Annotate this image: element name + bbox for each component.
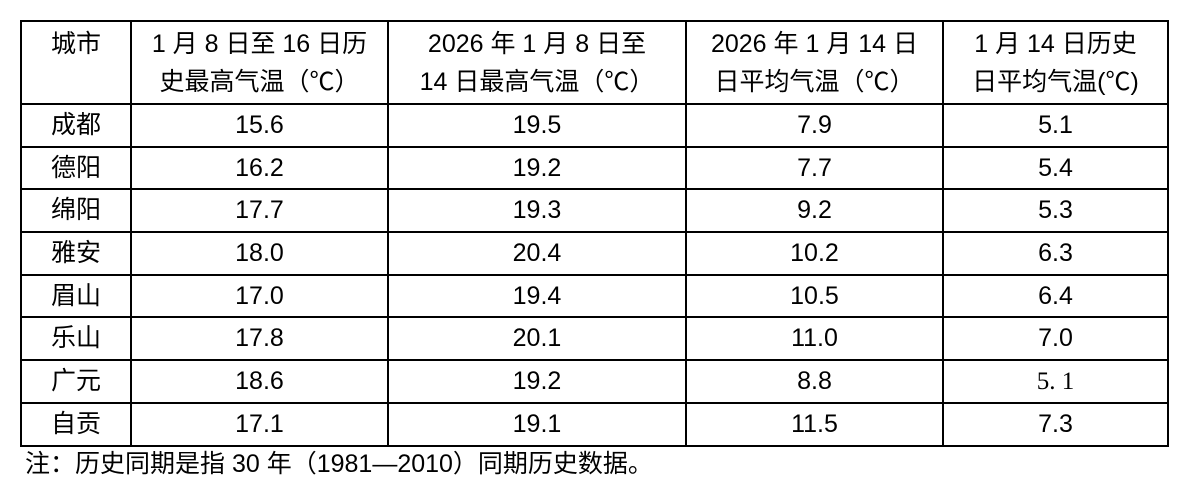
value-cell: 7.3 [942,401,1169,447]
table-row-yaan: 雅安 18.0 20.4 10.2 6.3 [20,231,1169,276]
value-cell: 5.3 [942,188,1169,234]
value-cell: 17.0 [130,273,389,319]
value-cell: 19.2 [387,145,687,191]
value-cell: 7.9 [685,103,944,148]
value-cell: 11.5 [685,401,944,447]
value-cell: 19.1 [387,401,687,447]
city-cell: 自贡 [20,401,132,447]
city-cell: 乐山 [20,316,132,362]
column-header-city: 城市 [20,20,132,105]
value-cell: 18.6 [130,359,389,404]
value-cell: 20.4 [387,231,687,276]
value-cell: 5.1 [942,103,1169,148]
city-cell: 绵阳 [20,188,132,234]
value-cell: 9.2 [685,188,944,234]
value-cell: 17.8 [130,316,389,362]
city-cell: 广元 [20,359,132,404]
column-header-2026-daily-avg: 2026 年 1 月 14 日 日平均气温（℃） [685,20,944,105]
value-cell: 16.2 [130,145,389,191]
column-header-hist-daily-avg: 1 月 14 日历史 日平均气温(℃) [942,20,1169,105]
table-row-zigong: 自贡 17.1 19.1 11.5 7.3 [20,401,1169,447]
column-header-2026-max-temp: 2026 年 1 月 8 日至 14 日最高气温（℃） [387,20,687,105]
value-cell: 5.4 [942,145,1169,191]
city-cell: 德阳 [20,145,132,191]
city-cell: 成都 [20,103,132,148]
value-cell: 7.0 [942,316,1169,362]
value-cell: 10.5 [685,273,944,319]
value-cell: 17.7 [130,188,389,234]
value-cell: 19.5 [387,103,687,148]
value-cell: 10.2 [685,231,944,276]
value-cell: 15.6 [130,103,389,148]
value-cell: 19.4 [387,273,687,319]
table-row-leshan: 乐山 17.8 20.1 11.0 7.0 [20,316,1169,362]
value-cell: 5. 1 [942,359,1169,404]
value-cell: 20.1 [387,316,687,362]
table-row-mianyang: 绵阳 17.7 19.3 9.2 5.3 [20,188,1169,234]
value-cell: 6.4 [942,273,1169,319]
table-row-meishan: 眉山 17.0 19.4 10.5 6.4 [20,273,1169,319]
value-cell: 7.7 [685,145,944,191]
value-cell: 17.1 [130,401,389,447]
table-row-chengdu: 成都 15.6 19.5 7.9 5.1 [20,103,1169,148]
value-cell: 19.2 [387,359,687,404]
column-header-hist-max-temp: 1 月 8 日至 16 日历 史最高气温（℃） [130,20,389,105]
city-cell: 眉山 [20,273,132,319]
header-row: 城市 1 月 8 日至 16 日历 史最高气温（℃） 2026 年 1 月 8 … [20,20,1169,105]
table-row-guangyuan: 广元 18.6 19.2 8.8 5. 1 [20,359,1169,404]
value-cell: 18.0 [130,231,389,276]
value-cell: 6.3 [942,231,1169,276]
footnote: 注：历史同期是指 30 年（1981—2010）同期历史数据。 [25,450,653,478]
value-cell: 19.3 [387,188,687,234]
city-cell: 雅安 [20,231,132,276]
value-cell: 8.8 [685,359,944,404]
temperature-table: 城市 1 月 8 日至 16 日历 史最高气温（℃） 2026 年 1 月 8 … [20,20,1169,447]
value-cell: 11.0 [685,316,944,362]
table-row-deyang: 德阳 16.2 19.2 7.7 5.4 [20,145,1169,191]
